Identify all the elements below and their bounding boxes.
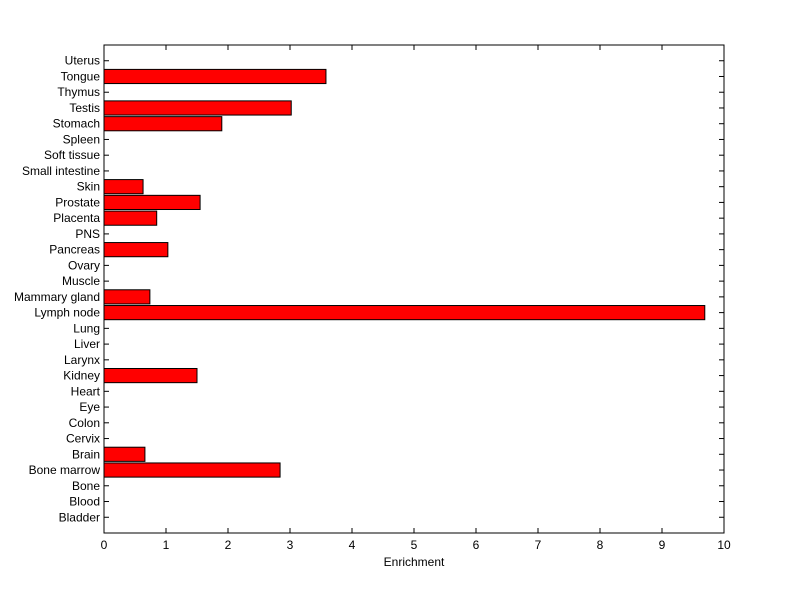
y-tick-label: Bone marrow: [29, 463, 101, 477]
y-tick-label: Bladder: [59, 510, 100, 524]
y-tick-label: Colon: [69, 416, 100, 430]
x-tick-label: 3: [287, 538, 294, 552]
y-tick-label: Brain: [72, 447, 100, 461]
y-tick-label: Larynx: [64, 353, 100, 367]
x-axis-label: Enrichment: [384, 555, 445, 569]
y-tick-label: Muscle: [62, 274, 100, 288]
y-tick-label: Lymph node: [34, 306, 100, 320]
y-tick-label: Uterus: [65, 54, 100, 68]
y-tick-label: Spleen: [63, 132, 100, 146]
y-tick-label: Kidney: [63, 369, 100, 383]
y-tick-label: Cervix: [66, 432, 100, 446]
bar: [103, 462, 281, 478]
x-tick-label: 5: [411, 538, 418, 552]
y-tick-label: PNS: [75, 227, 100, 241]
x-tick-label: 4: [349, 538, 356, 552]
y-tick-label: Lung: [73, 321, 100, 335]
y-tick-label: Prostate: [55, 195, 100, 209]
y-tick-label: Bone: [72, 479, 100, 493]
bar: [103, 68, 327, 85]
bar: [103, 446, 146, 462]
bar: [103, 194, 201, 211]
bar: [103, 116, 223, 132]
x-tick-label: 1: [163, 538, 170, 552]
y-tick-label: Pancreas: [49, 243, 100, 257]
x-tick-label: 0: [101, 538, 108, 552]
y-tick-label: Liver: [74, 337, 100, 351]
x-tick-label: 6: [473, 538, 480, 552]
y-tick-label: Stomach: [53, 117, 100, 131]
y-tick-label: Soft tissue: [44, 148, 100, 162]
y-tick-label: Placenta: [53, 211, 100, 225]
y-tick-label: Small intestine: [22, 164, 100, 178]
x-tick-label: 9: [659, 538, 666, 552]
y-tick-label: Testis: [69, 101, 100, 115]
x-tick-label: 7: [535, 538, 542, 552]
x-tick-label: 10: [717, 538, 731, 552]
y-tick-label: Skin: [77, 180, 100, 194]
bar: [103, 305, 706, 321]
y-tick-label: Eye: [79, 400, 100, 414]
bar: [103, 179, 144, 195]
y-tick-label: Blood: [69, 495, 100, 509]
y-tick-label: Thymus: [57, 85, 100, 99]
y-tick-label: Ovary: [68, 258, 100, 272]
x-tick-label: 8: [597, 538, 604, 552]
bar: [103, 242, 169, 258]
bar: [103, 367, 198, 384]
bar: [103, 289, 151, 305]
y-tick-label: Tongue: [61, 69, 101, 83]
y-tick-label: Heart: [71, 384, 101, 398]
x-tick-label: 2: [225, 538, 232, 552]
bar: [103, 210, 158, 226]
bar: [103, 100, 292, 116]
y-tick-label: Mammary gland: [14, 290, 100, 304]
